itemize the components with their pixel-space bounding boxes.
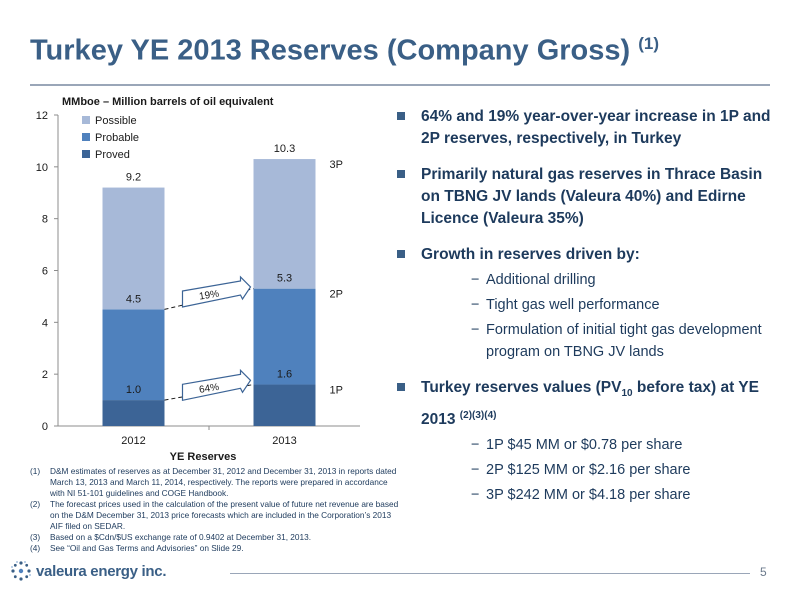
bullet-item: Growth in reserves driven by: − Additional… xyxy=(395,244,775,363)
footnote-text: Based on a $Cdn/$US exchange rate of 0.9… xyxy=(50,532,312,542)
sub-bullet-marker: − xyxy=(471,487,480,504)
bar-proved-2013 xyxy=(253,384,316,426)
pv-bullet-superscript: (2)(3)(4) xyxy=(459,410,497,422)
footnotes: (1) D&M estimates of reserves as at Decem… xyxy=(30,466,402,554)
title-footnote-ref: (1) xyxy=(638,34,660,53)
legend-label-possible: Possible xyxy=(95,115,137,127)
legend-label-proved: Proved xyxy=(95,149,130,161)
level-label-1p: 1P xyxy=(330,385,343,397)
growth-label-1: 19% xyxy=(198,289,220,303)
legend-label-probable: Probable xyxy=(95,132,139,144)
data-label-3p: 9.2 xyxy=(126,172,141,184)
footnote: (2) The forecast prices used in the calcu… xyxy=(30,499,402,532)
footnote-number: (2) xyxy=(30,499,41,509)
growth-label-0: 64% xyxy=(198,382,220,396)
x-tick-label: 2013 xyxy=(272,435,296,447)
footnote-number: (4) xyxy=(30,543,41,553)
footer-divider xyxy=(230,573,750,574)
data-label-3p: 10.3 xyxy=(274,143,295,155)
sub-bullet-marker: − xyxy=(471,297,480,313)
legend-swatch-possible xyxy=(82,116,90,124)
company-logo: valeura energy inc. xyxy=(10,560,167,582)
page-number: 5 xyxy=(760,565,767,579)
page-title: Turkey YE 2013 Reserves (Company Gross) … xyxy=(30,34,660,67)
y-tick-label: 6 xyxy=(42,266,48,278)
y-tick-label: 10 xyxy=(36,162,48,174)
sub-bullet-marker: − xyxy=(471,322,480,338)
pv-bullet-prefix: Turkey reserves values (PV xyxy=(421,379,622,396)
y-tick-label: 8 xyxy=(42,214,48,226)
sub-bullet: −2P $125 MM or $2.16 per share xyxy=(421,459,775,481)
level-label-2p: 2P xyxy=(330,289,343,301)
footnote: (3) Based on a $Cdn/$US exchange rate of … xyxy=(30,532,402,543)
data-label-2p: 5.3 xyxy=(277,273,292,285)
sub-bullet-marker: − xyxy=(471,272,480,288)
data-label-2p: 4.5 xyxy=(126,293,141,305)
bullet-text: Growth in reserves driven by: xyxy=(421,246,640,263)
growth-arrow-0 xyxy=(181,368,252,402)
bar-possible-2013 xyxy=(253,159,316,289)
chart-subtitle: MMboe – Million barrels of oil equivalen… xyxy=(62,96,274,108)
footnote: (4) See “Oil and Gas Terms and Advisories… xyxy=(30,543,402,554)
growth-arrow-1 xyxy=(181,275,252,308)
footnote-number: (1) xyxy=(30,466,41,476)
sub-bullet-text: Additional drilling xyxy=(486,272,596,288)
legend-swatch-proved xyxy=(82,150,90,158)
bullet-square-icon xyxy=(397,112,405,120)
bar-probable-2012 xyxy=(102,309,165,401)
sub-bullet-text: Formulation of initial tight gas develop… xyxy=(486,322,762,360)
legend-swatch-probable xyxy=(82,133,90,141)
bullet-square-icon xyxy=(397,170,405,178)
sub-bullet-marker: − xyxy=(471,437,480,454)
bullet-list: 64% and 19% year-over-year increase in 1… xyxy=(395,106,775,520)
sub-bullet-text: Tight gas well performance xyxy=(486,297,660,313)
title-divider xyxy=(30,84,770,86)
sub-bullet-text: 3P $242 MM or $4.18 per share xyxy=(486,487,691,504)
y-tick-label: 2 xyxy=(42,369,48,381)
bullet-square-icon xyxy=(397,383,405,391)
footnote-number: (3) xyxy=(30,532,41,542)
level-label-3p: 3P xyxy=(330,159,343,171)
logo-text: valeura energy inc. xyxy=(36,562,167,580)
bullet-item: Primarily natural gas reserves in Thrace… xyxy=(395,164,775,230)
y-tick-label: 12 xyxy=(36,110,48,122)
x-tick-label: 2012 xyxy=(121,435,145,447)
bullet-text: 64% and 19% year-over-year increase in 1… xyxy=(421,108,771,147)
bullet-item: 64% and 19% year-over-year increase in 1… xyxy=(395,106,775,150)
sub-bullet: − Additional drilling xyxy=(421,269,775,291)
footnote-text: See “Oil and Gas Terms and Advisories” o… xyxy=(50,543,244,553)
valeura-logo-icon xyxy=(11,561,31,581)
data-label-1p: 1.0 xyxy=(126,384,141,396)
sub-bullet: − Formulation of initial tight gas develo… xyxy=(421,319,775,363)
sub-bullet: −1P $45 MM or $0.78 per share xyxy=(421,434,775,456)
sub-bullet-marker: − xyxy=(471,462,480,479)
footnote-text: D&M estimates of reserves as at December… xyxy=(50,466,397,498)
y-tick-label: 0 xyxy=(42,421,48,433)
bullet-item-pv: Turkey reserves values (PV10 before tax)… xyxy=(395,377,775,506)
footnote: (1) D&M estimates of reserves as at Decem… xyxy=(30,466,402,499)
sub-bullet-text: 1P $45 MM or $0.78 per share xyxy=(486,437,683,454)
sub-bullet-text: 2P $125 MM or $2.16 per share xyxy=(486,462,691,479)
pv-bullet-subscript: 10 xyxy=(621,388,633,400)
data-label-1p: 1.6 xyxy=(277,369,292,381)
pv-bullet-suffix: before tax) at YE 2013 xyxy=(421,379,759,429)
reserves-chart: MMboe – Million barrels of oil equivalen… xyxy=(36,96,360,463)
bullet-text: Primarily natural gas reserves in Thrace… xyxy=(421,166,763,227)
bullet-square-icon xyxy=(397,250,405,258)
y-tick-label: 4 xyxy=(42,317,48,329)
bar-probable-2013 xyxy=(253,288,316,385)
footnote-text: The forecast prices used in the calculat… xyxy=(50,499,399,531)
bar-possible-2012 xyxy=(102,187,165,310)
sub-bullet: −3P $242 MM or $4.18 per share xyxy=(421,484,775,506)
bar-proved-2012 xyxy=(102,400,165,426)
sub-bullet: − Tight gas well performance xyxy=(421,294,775,316)
x-axis-title: YE Reserves xyxy=(170,451,237,463)
